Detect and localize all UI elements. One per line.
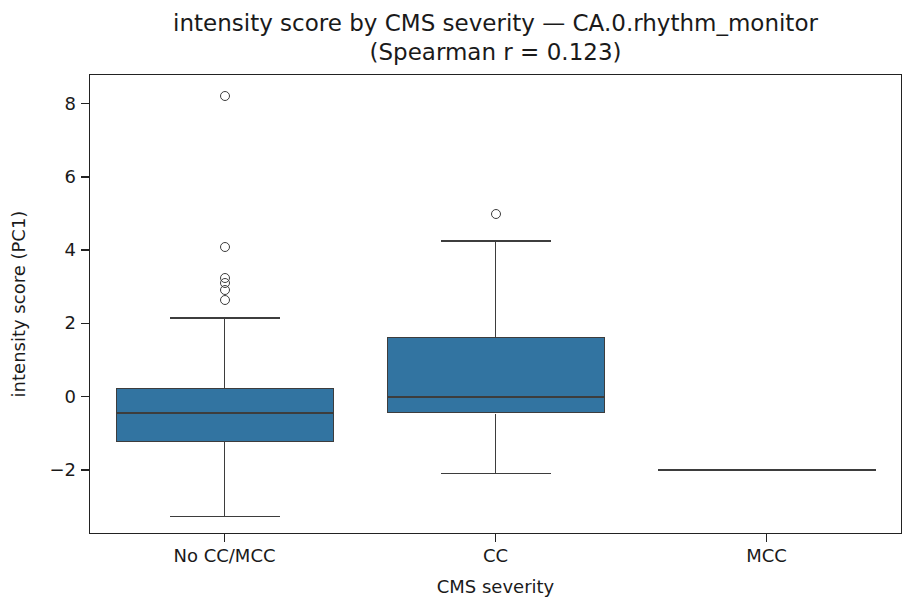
lower-whisker-line	[224, 442, 226, 516]
lower-whisker-cap	[441, 473, 551, 475]
lower-whisker-line	[495, 414, 497, 474]
box-2	[387, 337, 605, 413]
x-axis-label: CMS severity	[89, 576, 902, 597]
y-axis-tick	[81, 469, 89, 471]
median-line	[387, 396, 605, 398]
x-axis-tick	[495, 534, 497, 542]
y-axis-tick	[81, 323, 89, 325]
outlier-point	[491, 209, 501, 219]
chart-subtitle: (Spearman r = 0.123)	[89, 39, 902, 65]
y-tick-label: 8	[24, 92, 76, 116]
outlier-point	[220, 91, 230, 101]
y-axis-tick	[81, 176, 89, 178]
y-tick-label: 4	[24, 238, 76, 262]
outlier-point	[220, 273, 230, 283]
y-tick-label: 0	[24, 385, 76, 409]
x-axis-tick	[224, 534, 226, 542]
y-axis-tick	[81, 103, 89, 105]
upper-whisker-cap	[441, 240, 551, 242]
upper-whisker-line	[495, 241, 497, 338]
median-line	[658, 469, 876, 471]
boxplot-figure: intensity score by CMS severity — CA.0.r…	[0, 0, 917, 615]
y-tick-label: 2	[24, 311, 76, 335]
upper-whisker-line	[224, 318, 226, 389]
outlier-point	[220, 242, 230, 252]
y-tick-label: 6	[24, 165, 76, 189]
y-axis-tick	[81, 249, 89, 251]
outlier-point	[220, 295, 230, 305]
box-1	[116, 388, 334, 441]
upper-whisker-cap	[170, 317, 280, 319]
x-tick-label: No CC/MCC	[135, 544, 315, 568]
x-tick-label: MCC	[677, 544, 857, 568]
chart-title: intensity score by CMS severity — CA.0.r…	[89, 10, 902, 36]
x-tick-label: CC	[406, 544, 586, 568]
lower-whisker-cap	[170, 516, 280, 518]
x-axis-tick	[766, 534, 768, 542]
y-tick-label: −2	[24, 458, 76, 482]
y-axis-tick	[81, 396, 89, 398]
median-line	[116, 412, 334, 414]
